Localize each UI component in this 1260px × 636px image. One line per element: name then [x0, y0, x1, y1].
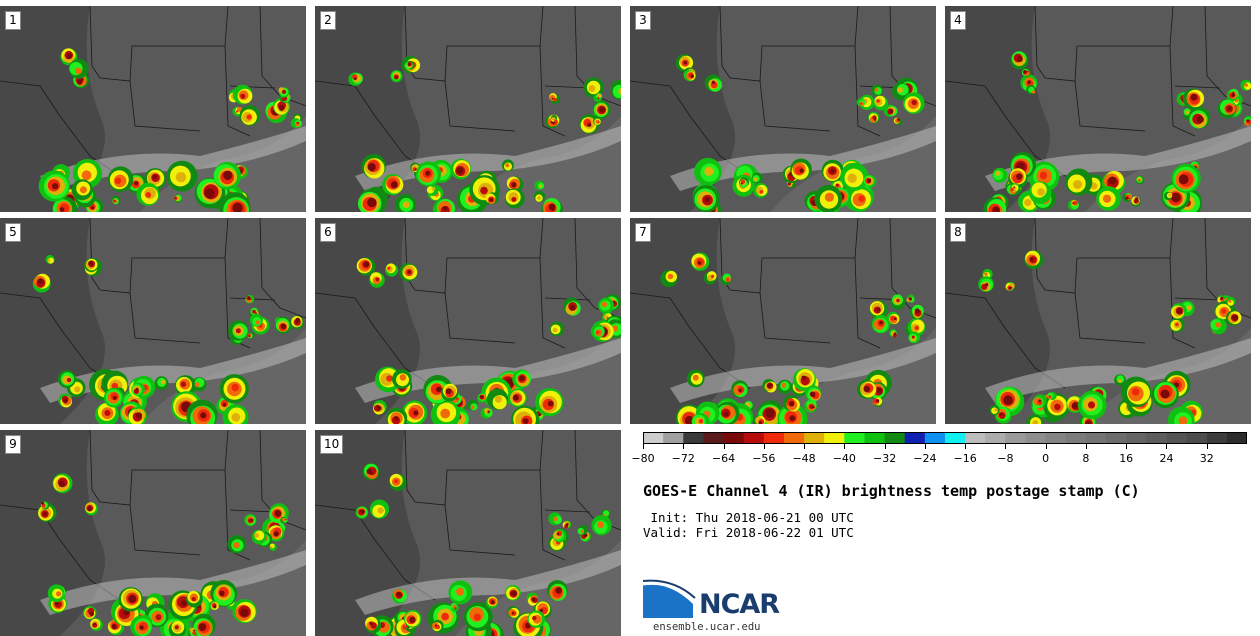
colorbar-segment	[1166, 432, 1187, 444]
colorbar-tick-label: −64	[712, 452, 735, 465]
ensemble-member-panel: 10	[315, 430, 621, 636]
colorbar-segment	[1026, 432, 1047, 444]
colorbar-tick-mark	[1046, 444, 1047, 449]
ir-satellite-map	[630, 6, 936, 212]
colorbar-tick-mark	[925, 444, 926, 449]
colorbar-tick-label: −56	[752, 452, 775, 465]
figure-title: GOES-E Channel 4 (IR) brightness temp po…	[643, 482, 1140, 500]
colorbar-tick-mark	[683, 444, 684, 449]
colorbar-segment	[824, 432, 845, 444]
colorbar-segment	[804, 432, 825, 444]
ir-satellite-map	[315, 6, 621, 212]
ensemble-member-panel: 9	[0, 430, 306, 636]
colorbar-segment	[1126, 432, 1147, 444]
colorbar-segment	[744, 432, 765, 444]
colorbar-segment	[1066, 432, 1087, 444]
colorbar-tick-mark	[1005, 444, 1006, 449]
ir-satellite-map	[315, 430, 621, 636]
colorbar-segment	[864, 432, 885, 444]
colorbar-tick-label: −24	[913, 452, 936, 465]
colorbar-tick-label: −8	[997, 452, 1013, 465]
colorbar-tick-label: −16	[954, 452, 977, 465]
colorbar-segment	[1207, 432, 1228, 444]
colorbar-segment	[925, 432, 946, 444]
valid-time: Valid: Fri 2018-06-22 01 UTC	[643, 525, 854, 540]
colorbar-segment	[643, 432, 664, 444]
colorbar-segment	[1046, 432, 1067, 444]
colorbar-segment	[1086, 432, 1107, 444]
ir-satellite-map	[315, 218, 621, 424]
colorbar-segment	[683, 432, 704, 444]
logo-url[interactable]: ensemble.ucar.edu	[653, 621, 760, 633]
colorbar-tick-label: −32	[873, 452, 896, 465]
colorbar-tick-label: 0	[1042, 452, 1049, 465]
colorbar-segment	[1106, 432, 1127, 444]
colorbar	[643, 432, 1247, 444]
colorbar-segment	[905, 432, 926, 444]
ir-satellite-map	[0, 430, 306, 636]
ensemble-member-panel: 4	[945, 6, 1251, 212]
member-number-label: 6	[320, 223, 336, 242]
colorbar-segment	[844, 432, 865, 444]
colorbar-tick-mark	[885, 444, 886, 449]
colorbar-segment	[784, 432, 805, 444]
ensemble-member-panel: 7	[630, 218, 936, 424]
ensemble-member-panel: 5	[0, 218, 306, 424]
member-number-label: 10	[320, 435, 343, 454]
colorbar-tick-mark	[1207, 444, 1208, 449]
colorbar-tick-mark	[1086, 444, 1087, 449]
colorbar-tick-mark	[1166, 444, 1167, 449]
member-number-label: 3	[635, 11, 651, 30]
ensemble-member-panel: 6	[315, 218, 621, 424]
ir-satellite-map	[0, 6, 306, 212]
colorbar-tick-label: −48	[792, 452, 815, 465]
colorbar-tick-label: −80	[631, 452, 654, 465]
colorbar-tick-mark	[804, 444, 805, 449]
colorbar-segment	[885, 432, 906, 444]
colorbar-segment	[985, 432, 1006, 444]
colorbar-segment	[663, 432, 684, 444]
colorbar-segment	[965, 432, 986, 444]
member-number-label: 4	[950, 11, 966, 30]
member-number-label: 2	[320, 11, 336, 30]
init-time: Init: Thu 2018-06-21 00 UTC	[643, 510, 854, 525]
colorbar-tick-mark	[1126, 444, 1127, 449]
colorbar-segment	[703, 432, 724, 444]
logo-name: NCAR	[699, 589, 779, 620]
ensemble-member-panel: 8	[945, 218, 1251, 424]
colorbar-segment	[1005, 432, 1026, 444]
member-number-label: 7	[635, 223, 651, 242]
colorbar-tick-mark	[844, 444, 845, 449]
colorbar-tick-label: −40	[833, 452, 856, 465]
colorbar-tick-mark	[965, 444, 966, 449]
member-number-label: 9	[5, 435, 21, 454]
ensemble-member-panel: 2	[315, 6, 621, 212]
ir-satellite-map	[945, 6, 1251, 212]
member-number-label: 1	[5, 11, 21, 30]
member-number-label: 5	[5, 223, 21, 242]
colorbar-segment	[945, 432, 966, 444]
colorbar-segment	[764, 432, 785, 444]
member-number-label: 8	[950, 223, 966, 242]
colorbar-tick-label: 24	[1159, 452, 1173, 465]
colorbar-tick-label: 16	[1119, 452, 1133, 465]
colorbar-segment	[1146, 432, 1167, 444]
colorbar-segment	[1227, 432, 1247, 444]
ensemble-member-panel: 1	[0, 6, 306, 212]
ir-satellite-map	[0, 218, 306, 424]
ir-satellite-map	[945, 218, 1251, 424]
colorbar-tick-mark	[643, 444, 644, 449]
ir-satellite-map	[630, 218, 936, 424]
colorbar-tick-label: 8	[1082, 452, 1089, 465]
colorbar-tick-mark	[724, 444, 725, 449]
colorbar-tick-label: 32	[1200, 452, 1214, 465]
colorbar-tick-label: −72	[672, 452, 695, 465]
ensemble-member-panel: 3	[630, 6, 936, 212]
colorbar-segment	[1187, 432, 1208, 444]
colorbar-tick-mark	[764, 444, 765, 449]
colorbar-segment	[724, 432, 745, 444]
